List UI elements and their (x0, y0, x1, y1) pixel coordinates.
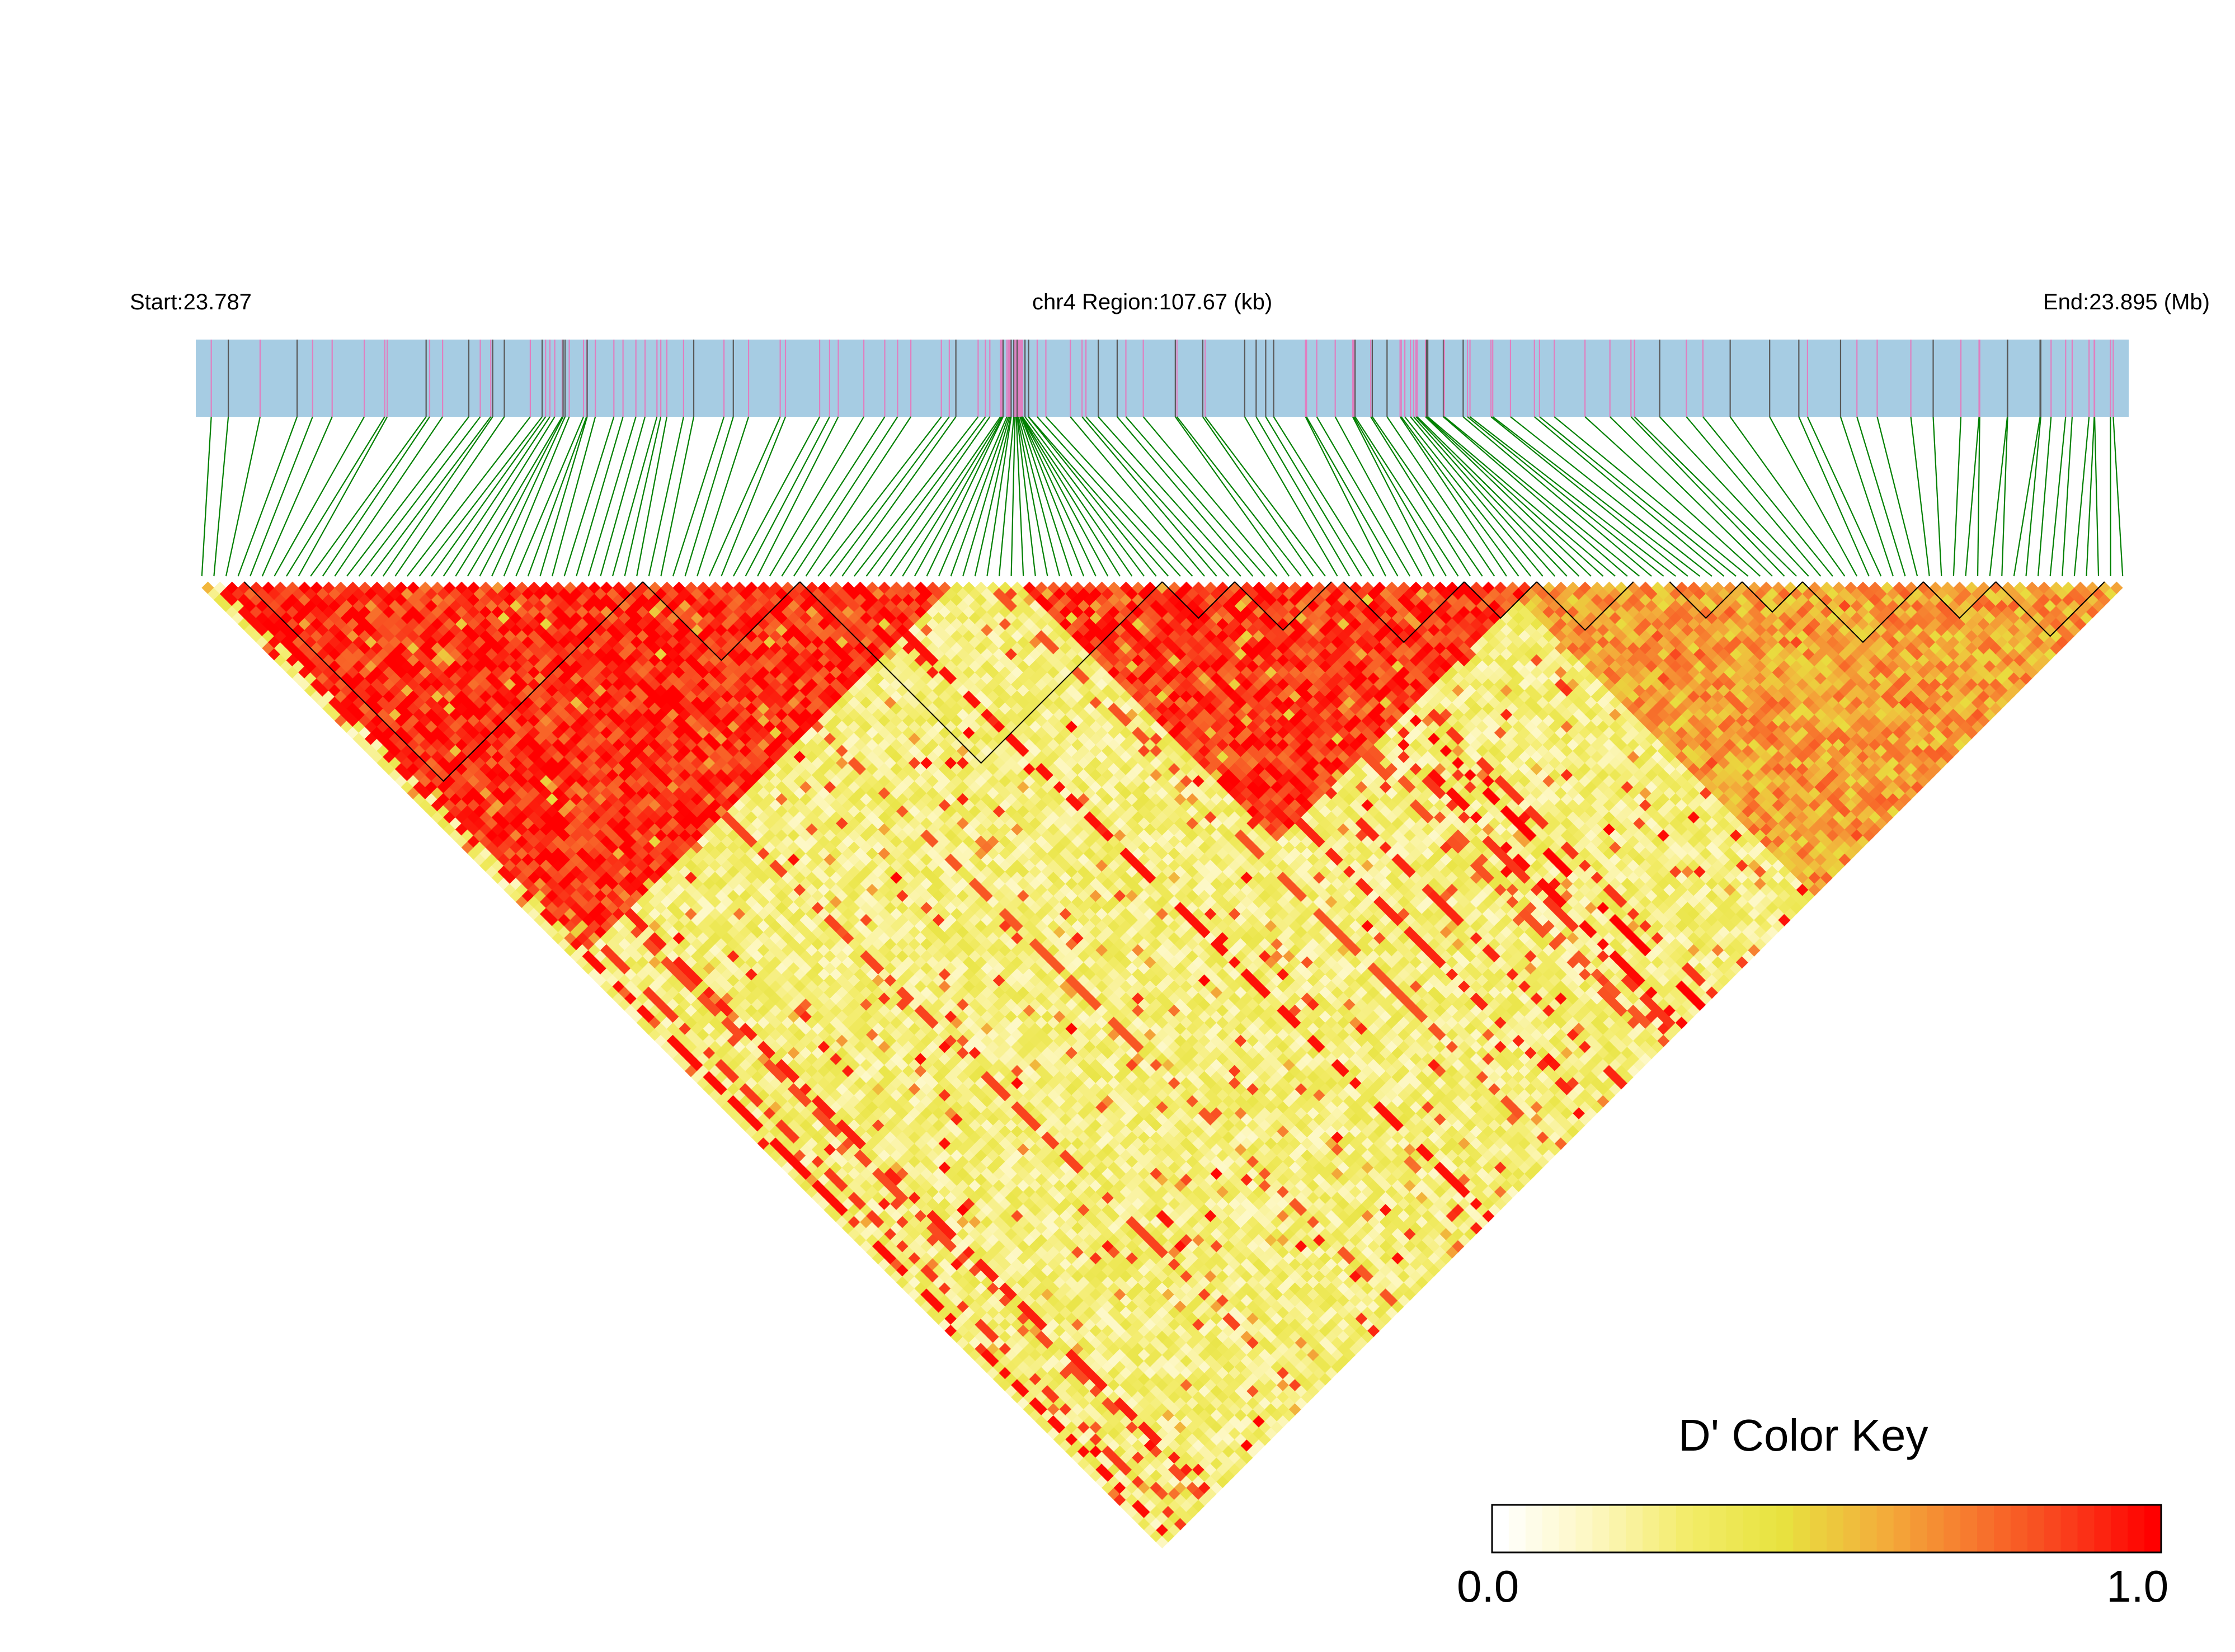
snp-connector (1335, 417, 1422, 576)
snp-connector (866, 417, 985, 576)
snp-connector (1082, 417, 1217, 576)
snp-connector (444, 417, 550, 576)
snp-connector (262, 417, 332, 576)
snp-band-background (196, 340, 2129, 417)
snp-connector (1911, 417, 1930, 576)
snp-connector (1857, 417, 1905, 576)
snp-connector (1022, 417, 1120, 576)
snp-connector (250, 417, 313, 576)
snp-connector (226, 417, 260, 576)
snp-connector (214, 417, 228, 576)
snp-connector (685, 417, 733, 576)
snp-connector (479, 417, 563, 576)
snp-connector (359, 417, 481, 576)
snp-connector (697, 417, 749, 576)
snp-connector (299, 417, 388, 576)
snp-connector (1631, 417, 1784, 576)
snp-connector (2026, 417, 2040, 576)
snp-connector (455, 417, 554, 576)
snp-connector (915, 417, 1003, 576)
snp-connector (1414, 417, 1555, 576)
snp-connector (589, 417, 636, 576)
snp-connector (613, 417, 657, 576)
snp-connector (310, 417, 426, 576)
snp-connector (2113, 417, 2123, 576)
snp-connector-lines (202, 417, 2123, 576)
snp-connector (1353, 417, 1434, 576)
snp-connector (2086, 417, 2094, 576)
snp-connector (1265, 417, 1361, 576)
snp-connector (286, 417, 385, 576)
snp-connector (637, 417, 667, 576)
snp-connector (1256, 417, 1349, 576)
snp-connector (1799, 417, 1869, 576)
snp-connector (1444, 417, 1640, 576)
snp-connector (2038, 417, 2051, 576)
snp-connector (1877, 417, 1917, 576)
snp-connector (2095, 417, 2098, 576)
snp-connector (1020, 417, 1071, 576)
snp-connector (1086, 417, 1229, 576)
snp-connector (1535, 417, 1724, 576)
ld-matrix-cells (202, 582, 2123, 1549)
snp-connector (540, 417, 587, 576)
snp-connector (600, 417, 645, 576)
snp-connector (1405, 417, 1531, 576)
snp-connector (1022, 417, 1108, 576)
snp-connector (975, 417, 1011, 576)
snp-connector (2014, 417, 2040, 576)
snp-track-band (196, 340, 2129, 417)
snp-connector (2074, 417, 2089, 576)
snp-connector (1144, 417, 1277, 576)
snp-connector (347, 417, 469, 576)
snp-connector (1021, 417, 1084, 576)
snp-connector (782, 417, 884, 576)
snp-connector (891, 417, 1001, 576)
snp-connector (1841, 417, 1893, 576)
snp-connector (1306, 417, 1386, 576)
snp-connector (1317, 417, 1410, 576)
snp-connector (1554, 417, 1748, 576)
snp-connector (1372, 417, 1483, 576)
snp-connector (468, 417, 562, 576)
snp-connector (1306, 417, 1398, 576)
snp-connector (1443, 417, 1627, 576)
snp-connector (202, 417, 211, 576)
snp-connector (1933, 417, 1942, 576)
snp-connector (1354, 417, 1446, 576)
snp-connector (323, 417, 430, 576)
snp-connector (1965, 417, 1979, 576)
snp-connector (1493, 417, 1700, 576)
snp-connector (1954, 417, 1961, 576)
snp-connector (830, 417, 949, 576)
snp-connector (625, 417, 661, 576)
snp-connector (1355, 417, 1458, 576)
snp-connector (1205, 417, 1325, 576)
snp-connector (673, 417, 724, 576)
snp-connector (794, 417, 898, 576)
snp-connector (576, 417, 623, 576)
snp-connector (818, 417, 942, 576)
snp-connector (1978, 417, 1980, 576)
